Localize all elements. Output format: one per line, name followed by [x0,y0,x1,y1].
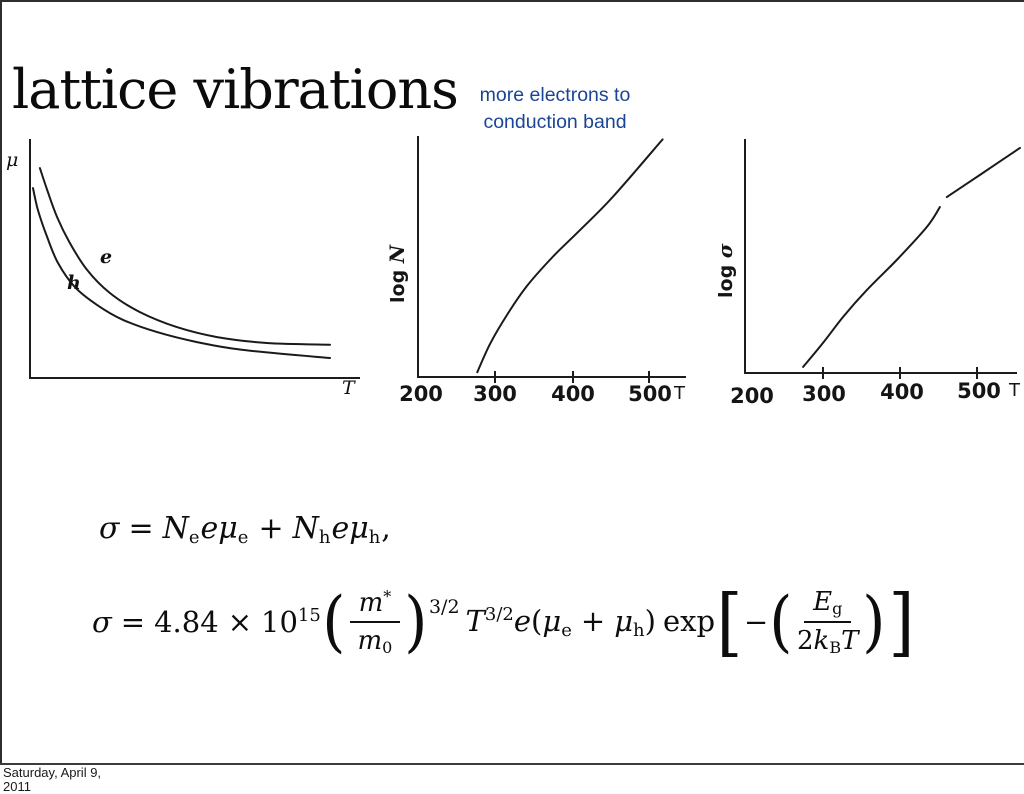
eq2-mu-e-sub: e [561,619,572,641]
footer-date-line-2: 2011 [3,779,31,794]
x-tick-label-400: 400 [880,380,924,404]
eq1-Ne-sub: e [188,527,200,548]
eq2-big-rparen: ) [404,583,428,661]
eq2-big-rparen3: ) [862,583,886,661]
annotation-more-electrons: more electrons to conduction band [434,82,676,136]
x-tick-label-300: 300 [473,382,517,406]
footer-date: Saturday, April 9, 2011 [3,766,101,794]
carrier-concentration-chart: 200 300 400 500 T log N [385,136,686,406]
eq2-mu-e: μ [542,603,562,638]
y-axis-label: log N [385,244,409,303]
electron-mobility-curve [38,167,331,346]
eq2-plus: + [580,603,606,638]
eq2-lparen2: ( [531,603,543,638]
eq1-plus: + [258,511,284,546]
eq2-exponent-15: 15 [297,605,321,626]
annotation-line-2: conduction band [483,111,627,133]
curve-label-e: e [100,246,112,268]
eq2-2kBT-den: 2kBT [797,626,859,657]
slide-left-border [0,0,2,764]
hole-mobility-curve [32,187,331,359]
eq2-rparen2: ) [644,603,656,638]
x-tick-label-300: 300 [802,382,846,406]
eq2-big-lbracket: [ [716,578,743,665]
conductivity-chart: 200 300 400 500 T log σ [713,139,1021,408]
eq2-big-rbracket: ] [888,578,915,665]
eq2-lhs: σ = 4.84 × 1015 [92,605,321,639]
eq2-sigma: σ [92,605,112,639]
eq1-mu-e: μ [218,511,238,546]
curve-label-h: h [67,272,81,294]
page-title: lattice vibrations [12,58,459,121]
eq1-equals: = [128,511,154,546]
eq1-mu-h-sub: h [368,527,381,548]
x-axis-label: T [342,377,356,399]
eq2-paren-power: ) 3/2 [403,583,460,661]
eq1-sigma: σ [99,511,120,546]
eq2-mass-den: m0 [357,626,393,657]
eq2-T: T [465,603,485,638]
annotation-line-1: more electrons to [479,84,631,106]
eq1-mu-h: μ [349,511,369,546]
eq2-e: e [513,603,532,638]
eq1-Ne: N [162,511,189,546]
mobility-chart: μ T e h [6,139,360,399]
slide-bottom-rule [0,763,1024,765]
log-N-curve [476,138,664,374]
eq2-T-exp: 3/2 [484,603,514,625]
eq2-boltzmann-fraction: Eg 2kBT [797,587,858,657]
y-axis-label: μ [6,149,18,171]
eq2-coefficient: 4.84 [154,605,219,639]
x-tick-label-200: 200 [399,382,443,406]
eq2-times: × [227,605,252,639]
eq2-middle-terms: T3/2e(μe + μh) exp [466,604,716,641]
eq2-base10: 10 [261,605,298,639]
x-axis-label: T [1008,380,1021,401]
conductivity-full-equation: σ = 4.84 × 1015 ( m* m0 ) 3/2 T3/2e(μe + μh) exp… [92,572,916,672]
eq1-Nh: N [292,511,319,546]
log-sigma-curve-segment-1 [802,206,941,368]
log-sigma-curve-segment-2 [945,146,1021,199]
footer-date-line-1: Saturday, April 9, [3,765,102,780]
x-tick-label-500: 500 [628,382,672,406]
eq2-minus: − [743,605,769,639]
slide-top-border [0,0,1024,2]
eq2-Eg-num: Eg [804,587,852,623]
eq2-exp-fn: exp [662,603,716,638]
x-tick-label-500: 500 [957,379,1001,403]
eq1-e: e [200,511,219,546]
conductivity-sum-equation: σ = Neeμe + Nheμh, [99,511,391,548]
eq1-e2: e [331,511,350,546]
eq1-comma: , [381,511,391,546]
eq1-Nh-sub: h [318,527,331,548]
eq2-mu-h: μ [614,603,634,638]
eq1-mu-e-sub: e [237,527,249,548]
x-axis-label: T [673,383,686,404]
eq2-paren-exp: 3/2 [428,596,460,619]
y-axis-label: log σ [713,243,737,298]
eq2-mass-num: m* [349,587,401,623]
eq2-equals: = [120,605,146,639]
x-tick-label-400: 400 [551,382,595,406]
eq2-big-lparen: ( [322,583,346,661]
eq2-mu-h-sub: h [633,619,645,641]
eq2-big-lparen3: ( [769,583,793,661]
x-tick-label-200: 200 [730,384,774,408]
eq2-mass-ratio-fraction: m* m0 [349,587,401,657]
